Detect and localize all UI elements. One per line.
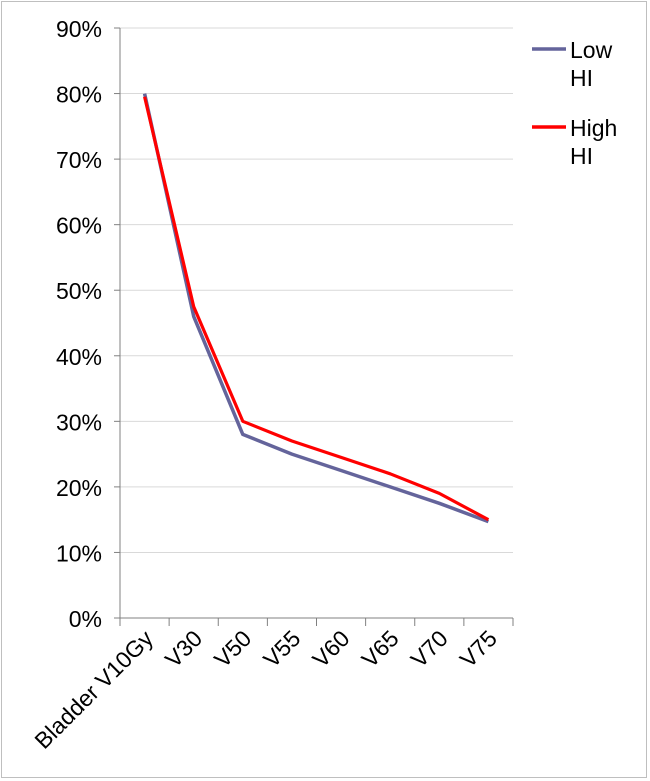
y-tick-label: 60% <box>56 213 102 239</box>
legend-label: HI <box>570 143 593 169</box>
x-tick-label: V50 <box>209 625 256 672</box>
x-tick-label: Bladder V10Gy <box>29 625 158 754</box>
legend-label: HI <box>570 65 593 91</box>
grid-lines <box>120 27 513 553</box>
y-tick-label: 20% <box>56 475 102 501</box>
series-lines <box>142 93 490 524</box>
series-line-low-hi <box>142 93 490 524</box>
x-tick-label: V30 <box>160 625 207 672</box>
x-axis-ticks: Bladder V10Gy V30 V50 V55 V60 V65 V70 V75 <box>29 618 514 754</box>
y-tick-label: 0% <box>69 606 102 632</box>
x-tick-label: V60 <box>307 625 354 672</box>
x-tick-label: V55 <box>258 625 305 672</box>
x-tick-label: V65 <box>356 625 403 672</box>
y-tick-label: 10% <box>56 540 102 566</box>
y-tick-label: 40% <box>56 344 102 370</box>
x-tick-label: V75 <box>455 625 502 672</box>
legend-label: Low <box>570 37 613 63</box>
y-tick-label: 80% <box>56 82 102 108</box>
x-tick-label: V70 <box>406 625 453 672</box>
y-tick-label: 70% <box>56 147 102 173</box>
y-tick-label: 30% <box>56 409 102 435</box>
y-tick-label: 50% <box>56 278 102 304</box>
legend-label: High <box>570 115 617 141</box>
y-tick-label: 90% <box>56 16 102 42</box>
axes <box>119 28 513 619</box>
series-line-high-hi <box>143 96 490 522</box>
y-axis-ticks: 0% 10% 20% 30% 40% 50% 60% 70% 80% 90% <box>56 16 120 632</box>
